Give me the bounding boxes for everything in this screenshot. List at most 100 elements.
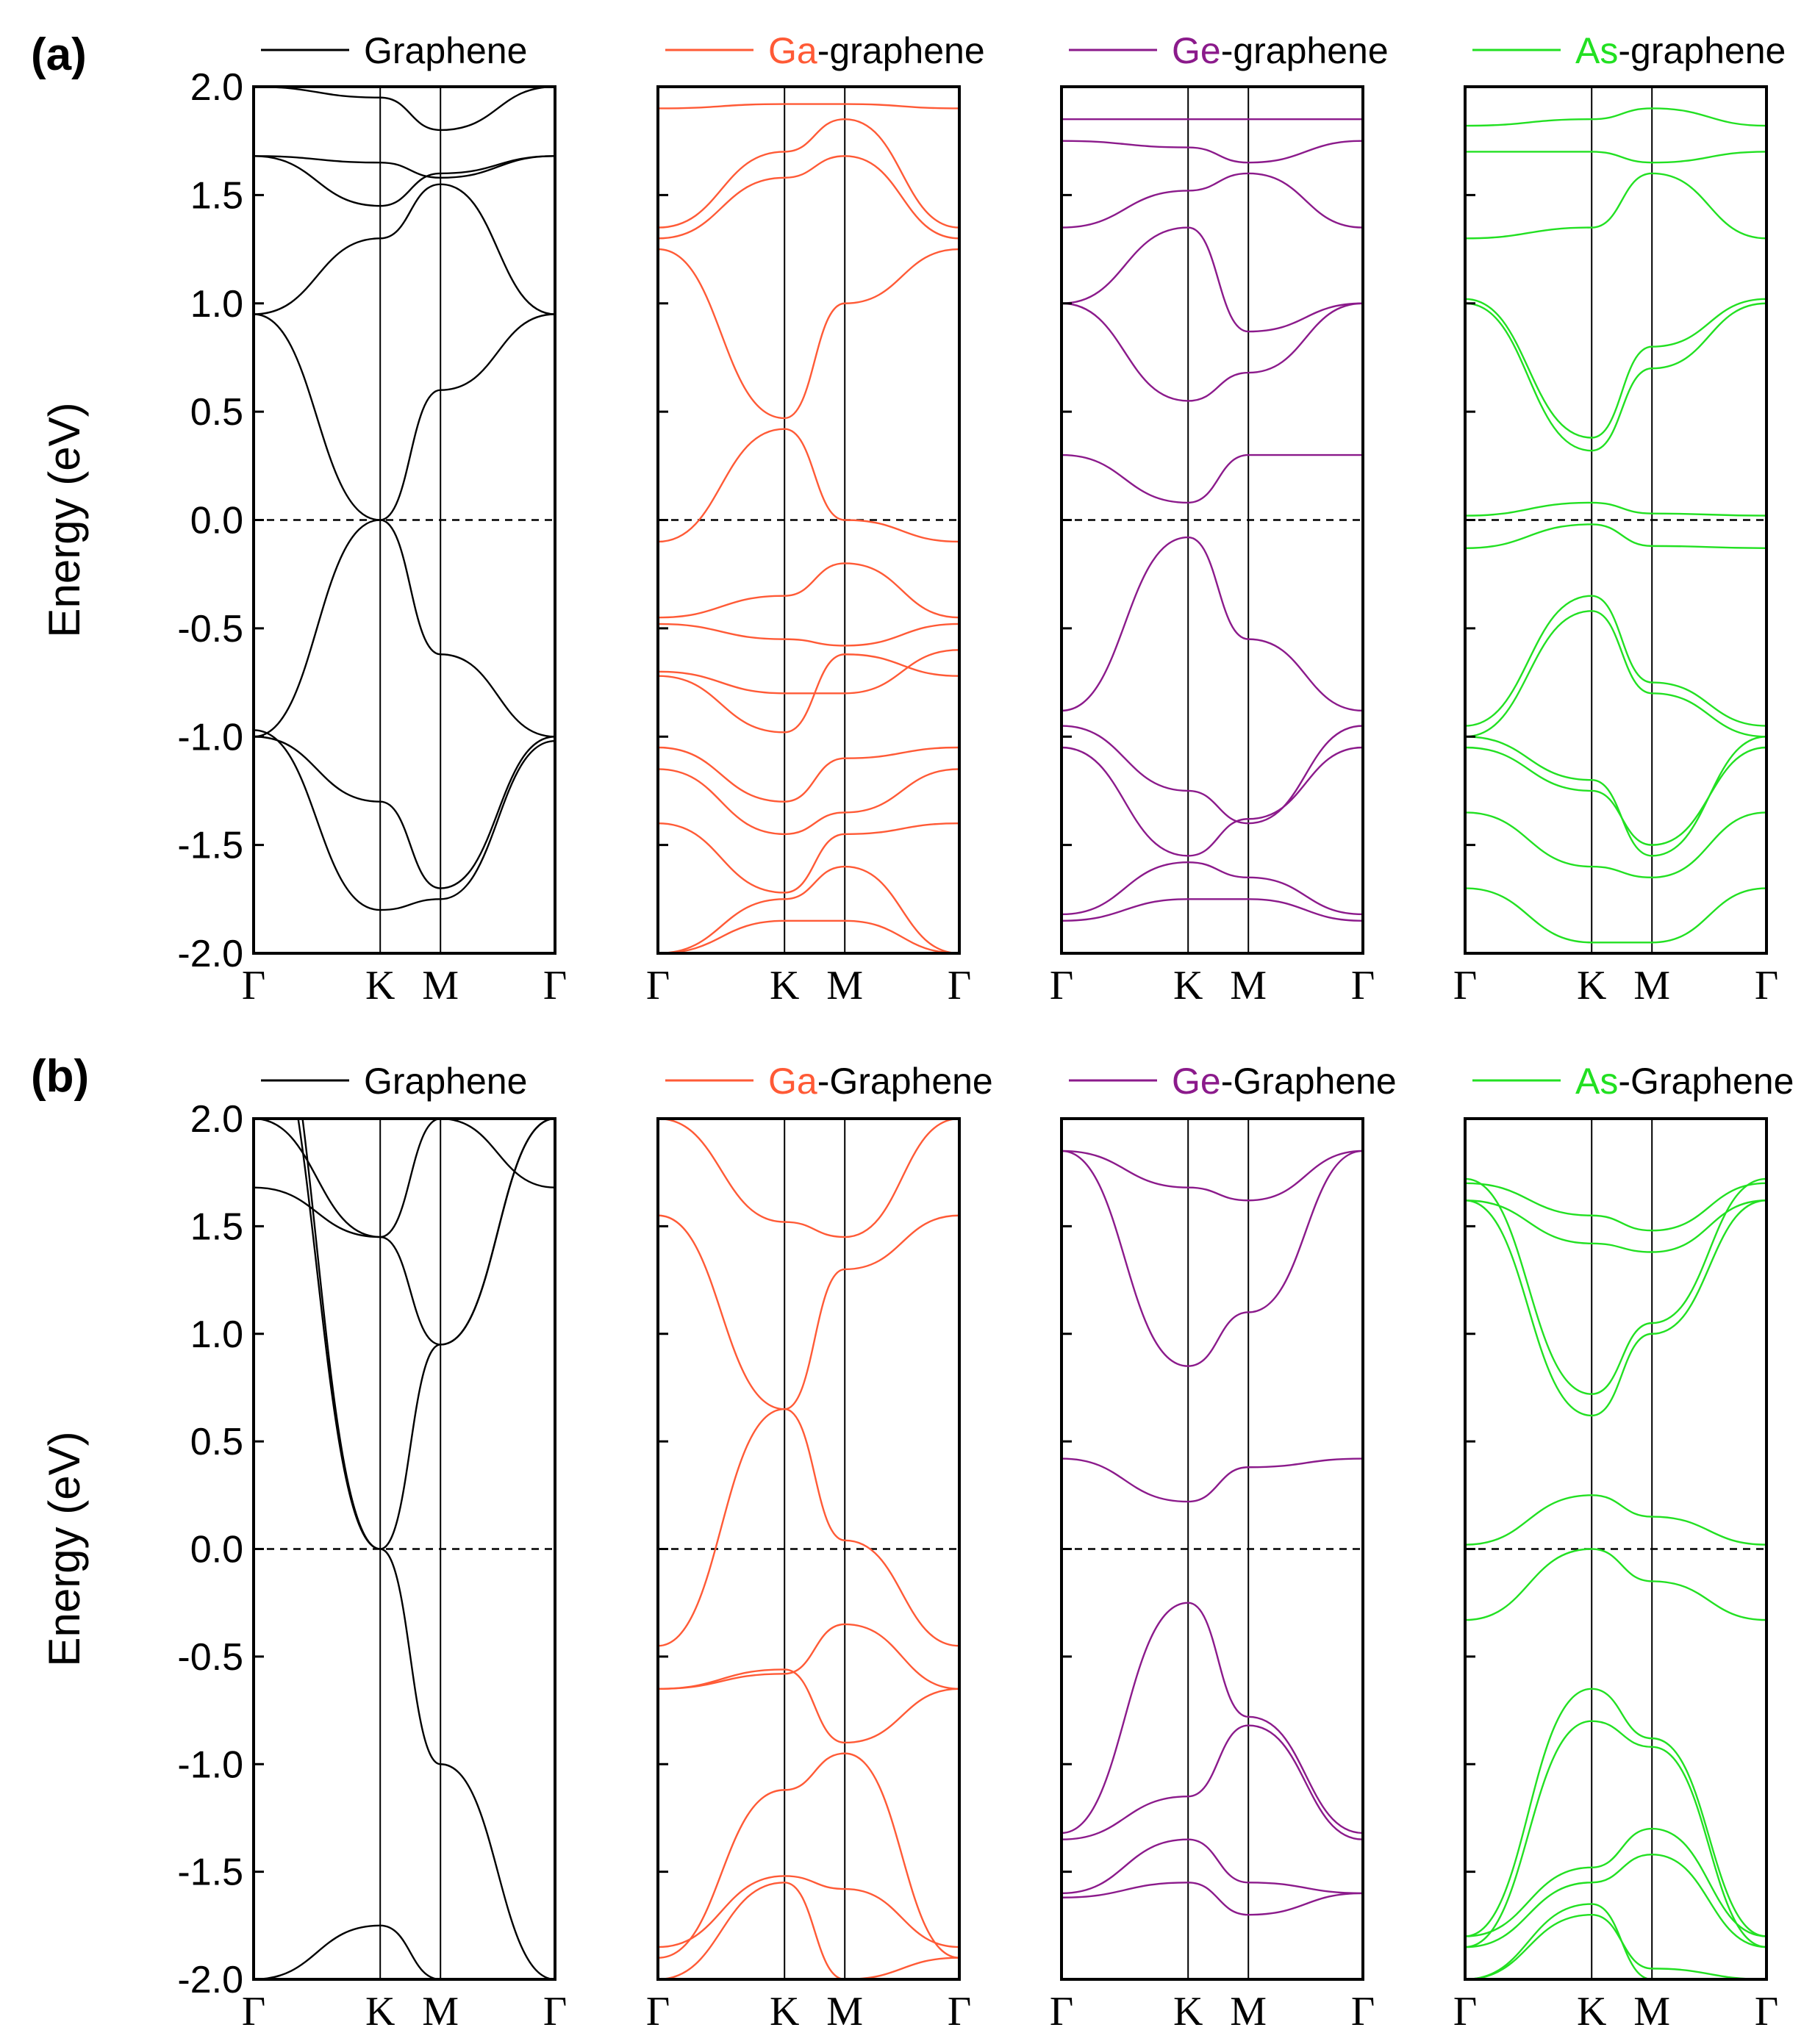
band-line-c1 <box>658 248 959 420</box>
band-line-c3 <box>1465 1199 1766 1253</box>
subplot-1: -2.0 -1.5 -1.0 -0.5 0.0 0.5 1.0 1.5 2.0 Γ K M Γ Graph… <box>177 1061 567 2034</box>
y-tick-label: 2.0 <box>190 1098 243 1141</box>
band-line-c2 <box>1465 1177 1766 1395</box>
bands <box>658 103 959 953</box>
band-line-v4 <box>658 1752 959 1959</box>
band-line-c5 <box>1465 107 1766 127</box>
legend-label: Graphene <box>364 30 527 71</box>
x-tick-label: Γ <box>1755 963 1778 1008</box>
band-line-flat <box>1062 1457 1363 1503</box>
band-line-v6 <box>1465 1903 1766 1979</box>
legend-label: Ga-graphene <box>768 30 985 71</box>
legend-label: Graphene <box>364 1061 527 1102</box>
band-line-v1 <box>254 519 555 738</box>
x-tick-label: K <box>365 1989 395 2034</box>
band-line-c2 <box>1062 1150 1363 1202</box>
band-line-v4 <box>1062 1882 1363 1916</box>
x-tick-label: Γ <box>1453 1989 1477 2034</box>
x-tick-label: M <box>826 963 863 1008</box>
bands <box>1062 1150 1363 1916</box>
bands <box>1465 1177 1766 1979</box>
band-line-v1 <box>1465 1548 1766 1621</box>
y-tick-label: 0.0 <box>190 1529 243 1571</box>
subplot-3: Γ K M Γ Ge-Graphene <box>1050 1061 1397 2034</box>
band-line-v4 <box>1062 861 1363 916</box>
band-line-c2 <box>658 1119 959 1238</box>
band-line-v2 <box>254 736 555 889</box>
band-line-c3 <box>1062 172 1363 229</box>
band-line-v1 <box>1062 536 1363 712</box>
band-line-c5 <box>254 87 555 132</box>
band-line-v2 <box>1465 1688 1766 1937</box>
bands <box>658 1119 959 1979</box>
legend-label: Ge-Graphene <box>1172 1061 1397 1102</box>
x-tick-label: K <box>770 1989 799 2034</box>
bands <box>254 87 555 911</box>
legend-label-name: -Graphene <box>1221 1061 1397 1102</box>
band-line-c2 <box>254 183 555 315</box>
subplot-2: Γ K M Γ Ga-graphene <box>646 30 985 1008</box>
band-line-flat <box>1062 453 1363 504</box>
x-tick-label: Γ <box>948 963 971 1008</box>
y-tick-label: 0.5 <box>190 1421 243 1463</box>
band-line-v2 <box>658 1623 959 1690</box>
band-line-v2 <box>1062 725 1363 825</box>
y-tick-label: -1.0 <box>177 716 243 759</box>
band-line-v1 <box>1465 595 1766 727</box>
subplot-2: Γ K M Γ Ga-Graphene <box>646 1061 993 2034</box>
band-line-c3 <box>658 118 959 229</box>
band-line-v4 <box>658 649 959 695</box>
y-tick-label: 1.5 <box>190 1205 243 1248</box>
band-line-v5 <box>1062 898 1363 922</box>
y-tick-label: -2.0 <box>177 933 243 975</box>
x-tick-label: Γ <box>242 963 265 1008</box>
y-axis-title: Energy (eV) <box>40 402 89 637</box>
band-line-c4 <box>1465 151 1766 164</box>
band-line-flat <box>1465 1494 1766 1546</box>
band-line-v1 <box>658 428 959 543</box>
x-tick-label: Γ <box>543 963 567 1008</box>
panel-a: (a) Energy (eV) -2.0 -1.5 -1.0 -0.5 0.0 0.5 1.0 1… <box>31 29 1786 1008</box>
legend-label-element: Ge <box>1172 30 1221 71</box>
legend-label-element: Ga <box>768 30 817 71</box>
band-line-flat <box>1465 501 1766 517</box>
legend-label-element: As <box>1575 30 1618 71</box>
x-tick-label: M <box>1230 1989 1267 2034</box>
legend-label: As-Graphene <box>1575 1061 1794 1102</box>
legend-label: As-graphene <box>1575 30 1786 71</box>
y-tick-label: 0.5 <box>190 391 243 434</box>
band-line-c4 <box>1062 140 1363 164</box>
panel-label: (a) <box>31 29 87 80</box>
y-tick-label: 0.0 <box>190 500 243 542</box>
bands <box>254 1119 555 1979</box>
band-line-v4 <box>1465 1827 1766 1937</box>
band-line-c2 <box>1465 298 1766 439</box>
legend-label: Ga-Graphene <box>768 1061 993 1102</box>
y-tick-label: -0.5 <box>177 1636 243 1679</box>
x-tick-label: Γ <box>1755 1989 1778 2034</box>
band-line-v8 <box>658 822 959 894</box>
y-tick-label: -0.5 <box>177 608 243 650</box>
band-line-c4 <box>254 155 555 179</box>
band-line-v5 <box>658 1875 959 1948</box>
x-tick-label: Γ <box>948 1989 971 2034</box>
band-line-flat2 <box>1465 523 1766 550</box>
x-tick-label: Γ <box>646 1989 670 2034</box>
band-line-v1 <box>1062 1602 1363 1835</box>
band-line-v9 <box>658 865 959 953</box>
band-line-c2 <box>1062 226 1363 333</box>
legend-label-element: Ga <box>768 1061 817 1102</box>
subplot-3: Γ K M Γ Ge-graphene <box>1050 30 1389 1008</box>
band-line-c1 <box>1062 302 1363 402</box>
legend-label-name: -graphene <box>1618 30 1786 71</box>
x-tick-label: Γ <box>242 1989 265 2034</box>
band-line-c2 <box>658 155 959 240</box>
y-tick-label: -2.0 <box>177 1959 243 2001</box>
band-line-v5 <box>1465 811 1766 879</box>
band-line-v2 <box>1062 1724 1363 1840</box>
legend-label: Ge-graphene <box>1172 30 1389 71</box>
x-tick-label: Γ <box>1351 1989 1375 2034</box>
band-line-c1 <box>301 1119 555 1979</box>
band-line-v6 <box>658 1882 959 1979</box>
y-tick-label: -1.5 <box>177 825 243 867</box>
